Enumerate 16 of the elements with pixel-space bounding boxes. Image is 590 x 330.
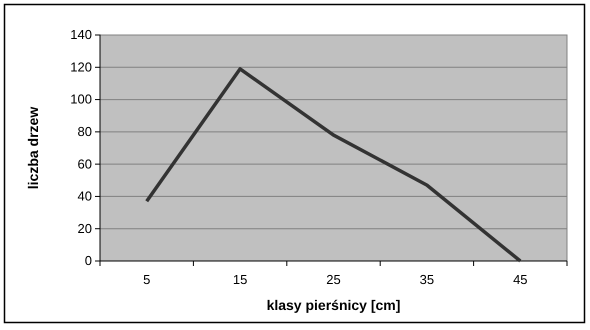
y-tick-label: 80 (78, 124, 92, 140)
x-tick-label: 35 (420, 272, 434, 288)
y-tick-label: 20 (78, 220, 92, 236)
y-tick-label: 100 (70, 92, 92, 107)
y-tick-label: 120 (70, 59, 92, 74)
y-tick-label: 0 (84, 253, 92, 268)
y-tick-label: 60 (78, 156, 92, 172)
y-axis-title: liczba drzew (25, 106, 41, 190)
y-tick-label: 40 (78, 188, 92, 204)
x-tick-label: 25 (326, 272, 341, 288)
x-tick-label: 45 (513, 272, 528, 288)
x-tick-label: 5 (143, 272, 150, 288)
line-series (144, 67, 522, 263)
y-tick-label: 140 (70, 27, 92, 42)
x-tick-label: 15 (232, 272, 248, 288)
x-axis-title: klasy pierśnicy [cm] (266, 297, 400, 313)
